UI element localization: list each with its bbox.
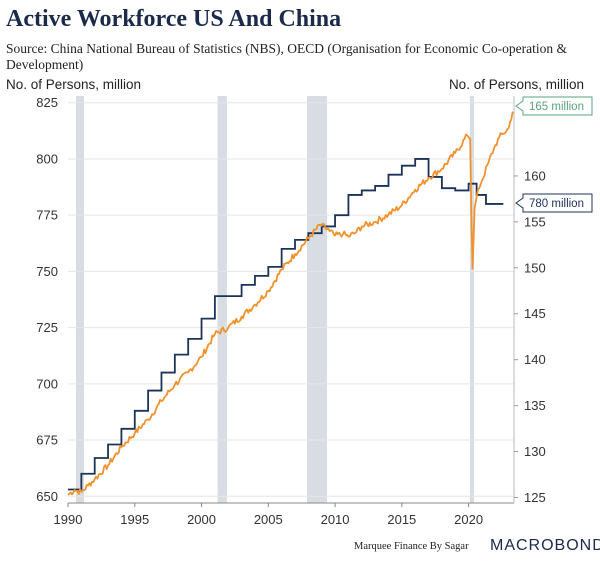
- x-tick-1995: 1995: [120, 512, 149, 527]
- y-tick-right-135: 135: [524, 398, 546, 413]
- y-tick-right-140: 140: [524, 352, 546, 367]
- x-tick-2015: 2015: [387, 512, 416, 527]
- callout-china-label: 780 million: [529, 198, 584, 210]
- x-tick-2005: 2005: [254, 512, 283, 527]
- x-ticks: 1990 1995 2000 2005 2010 2015 2020: [54, 503, 483, 527]
- callout-us-box: [515, 96, 593, 116]
- axes: [68, 96, 515, 504]
- x-tick-2000: 2000: [187, 512, 216, 527]
- callout-us-label: 165 million: [529, 101, 584, 113]
- recession-band-0: [76, 96, 85, 503]
- y-tick-left-675: 675: [36, 433, 58, 448]
- y-tick-left-800: 800: [36, 151, 58, 166]
- y-tick-left-725: 725: [36, 320, 58, 335]
- brand-logo: MACROBOND: [490, 537, 600, 554]
- chart-title: Active Workforce US And China: [6, 6, 342, 32]
- callout-china: 780 million: [515, 193, 593, 213]
- recession-band-1: [217, 96, 227, 503]
- y-tick-right-125: 125: [524, 490, 546, 505]
- recession-band-3: [469, 96, 474, 503]
- y-tick-left-700: 700: [36, 376, 58, 391]
- y-axis-title-right: No. of Persons, million: [449, 77, 584, 92]
- chart-credit: Marquee Finance By Sagar: [354, 541, 469, 552]
- y-tick-left-825: 825: [36, 95, 58, 110]
- recession-shading: [76, 96, 474, 503]
- y-tick-right-145: 145: [524, 306, 546, 321]
- x-tick-2010: 2010: [321, 512, 350, 527]
- y-ticks-right: 125 130 135 140 145 150 155 160: [514, 168, 546, 505]
- y-tick-left-750: 750: [36, 264, 58, 279]
- series-line-china: [68, 158, 504, 491]
- x-tick-2020: 2020: [454, 512, 483, 527]
- callout-china-box: [515, 193, 593, 213]
- y-axis-title-left: No. of Persons, million: [6, 77, 141, 92]
- callout-us: 165 million: [515, 96, 593, 116]
- y-tick-left-775: 775: [36, 208, 58, 223]
- recession-band-2: [307, 96, 328, 503]
- y-tick-left-650: 650: [36, 489, 58, 504]
- y-tick-right-155: 155: [524, 214, 546, 229]
- series-line-us: [67, 111, 514, 496]
- x-tick-1990: 1990: [54, 512, 83, 527]
- gridlines: [68, 102, 514, 497]
- y-tick-right-130: 130: [524, 444, 546, 459]
- y-tick-right-150: 150: [524, 260, 546, 275]
- y-tick-right-160: 160: [524, 168, 546, 183]
- chart-source: Source: China National Bureau of Statist…: [6, 41, 568, 72]
- y-ticks-left: 650 675 700 725 750 775 800 825: [36, 95, 58, 504]
